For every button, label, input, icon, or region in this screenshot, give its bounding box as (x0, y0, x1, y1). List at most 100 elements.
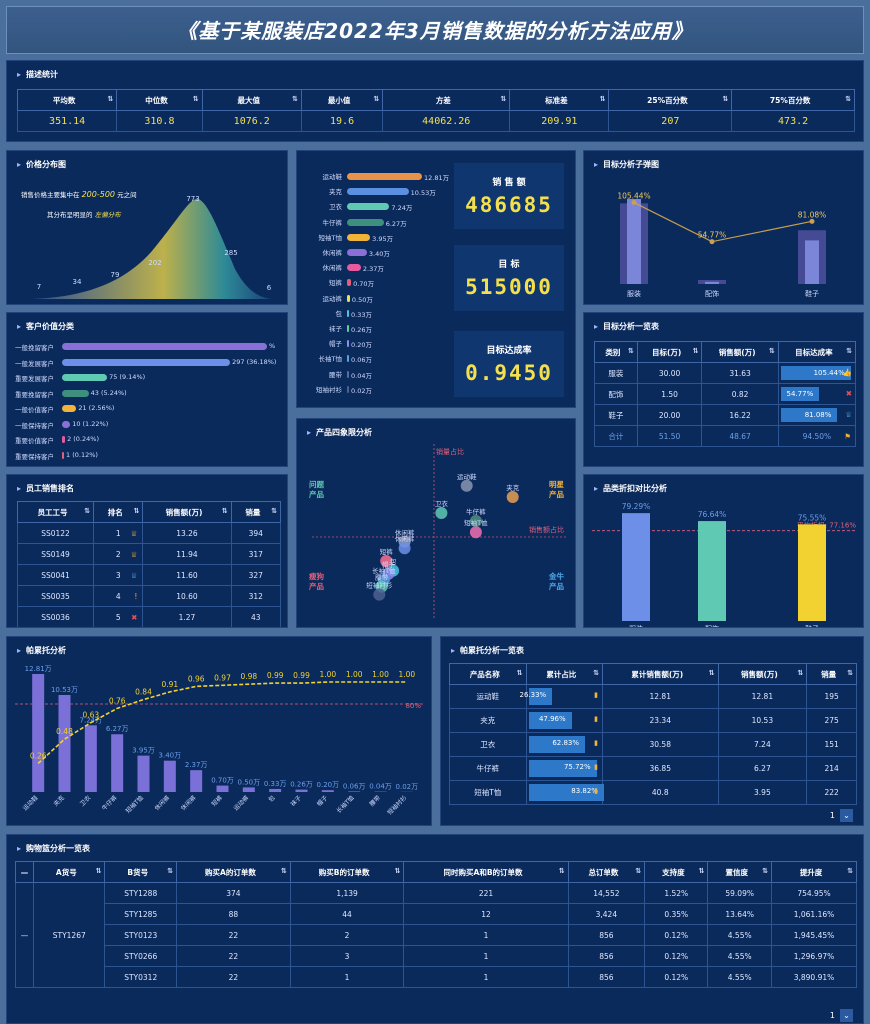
sort-icon[interactable]: ⇅ (846, 346, 852, 355)
sort-icon[interactable]: ⇅ (291, 94, 298, 103)
sort-icon[interactable]: ⇅ (593, 668, 599, 677)
basket-cell: 1,296.97% (771, 945, 857, 967)
category-bar[interactable] (347, 325, 349, 332)
collapse-toggle[interactable]: — (15, 882, 34, 988)
table-row[interactable]: 配饰 1.50 0.82 54.77% ✖ (594, 383, 857, 405)
bar-chart-icon: ▮ (594, 787, 598, 795)
sales-kpi-label: 销 售 额 (492, 178, 526, 188)
sort-icon[interactable]: ⇅ (845, 94, 851, 103)
qty-cell: 312 (230, 585, 282, 607)
next-page-button[interactable]: ⌄ (840, 809, 853, 822)
sort-icon[interactable]: ⇅ (516, 668, 523, 677)
quadrant-label: 产品 (309, 489, 324, 499)
sort-icon[interactable]: ⇅ (635, 866, 642, 875)
sort-icon[interactable]: ⇅ (373, 94, 380, 103)
sort-icon[interactable]: ⇅ (221, 506, 228, 515)
customer-bar[interactable] (62, 389, 89, 397)
customer-bar[interactable] (62, 451, 65, 459)
basket-cell: 3,424 (567, 903, 646, 925)
customer-bar[interactable] (62, 420, 71, 428)
cumulative-label: 1.00 (319, 670, 336, 679)
table-row[interactable]: 运动鞋 26.33% ▮ 12.81 12.81 195 (449, 684, 857, 709)
customer-bar[interactable] (62, 436, 66, 443)
bar-value-label: 10.53万 (51, 686, 78, 694)
table-row[interactable]: STY0312 22 1 1 856 0.12% 4.55% 3,890.91% (16, 966, 857, 988)
table-row[interactable]: SS0036 5 ✖ 1.27 43 (17, 606, 282, 627)
sort-icon[interactable]: ⇅ (84, 506, 90, 515)
sort-icon[interactable]: ⇅ (847, 668, 853, 677)
table-row[interactable]: SS0035 4! 10.60 312 (17, 585, 282, 607)
quadrant-label: 产品 (549, 489, 564, 499)
sort-icon[interactable]: ⇅ (394, 866, 401, 875)
table-row[interactable]: 卫衣 62.83% ▮ 30.58 7.24 151 (449, 732, 857, 757)
sort-icon[interactable]: ⇅ (558, 866, 565, 875)
header-label: B货号 (127, 867, 149, 877)
sort-icon[interactable]: ⇅ (797, 668, 804, 677)
product-point (506, 491, 519, 503)
category-bar[interactable] (347, 249, 367, 256)
category-bar[interactable] (347, 309, 349, 317)
table-row[interactable]: SS0041 3 ♕ 11.60 327 (17, 564, 282, 586)
category-bar[interactable] (347, 264, 361, 272)
category-bar[interactable] (347, 385, 349, 393)
category-bar[interactable] (347, 370, 349, 378)
table-row[interactable]: STY0266 22 3 1 856 0.12% 4.55% 1,296.97% (16, 945, 857, 967)
category-bar[interactable] (347, 218, 384, 226)
table-row[interactable]: STY1285 88 44 12 3,424 0.35% 13.64% 1,061.16% (16, 903, 857, 925)
category-bar[interactable] (347, 355, 349, 363)
sort-icon[interactable]: ⇅ (167, 866, 173, 875)
sort-icon[interactable]: ⇅ (768, 346, 775, 355)
category-bar[interactable] (347, 279, 352, 287)
category-label: 腰带 (329, 370, 342, 379)
customer-bar[interactable] (62, 343, 267, 350)
sort-icon[interactable]: ⇅ (692, 346, 699, 355)
customer-bar[interactable] (62, 358, 231, 366)
sort-icon[interactable]: ⇅ (698, 866, 705, 875)
customer-bar[interactable] (62, 374, 108, 381)
table-row[interactable]: SS0149 2 ♕ 11.94 317 (17, 543, 282, 565)
expand-header[interactable]: — (15, 861, 34, 883)
next-page-button[interactable]: ⌄ (840, 1009, 853, 1022)
product-point (469, 526, 482, 539)
product-label: 长袖T恤 (372, 566, 396, 575)
table-row[interactable]: 鞋子 20.00 16.22 81.08% ♕ (594, 404, 857, 426)
sort-icon[interactable]: ⇅ (762, 866, 768, 875)
sort-icon[interactable]: ⇅ (280, 866, 287, 875)
product-name: 短袖T恤 (449, 780, 527, 805)
category-bar[interactable] (347, 340, 349, 348)
sort-icon[interactable]: ⇅ (192, 94, 199, 103)
header-label: 产品名称 (469, 669, 500, 679)
table-row[interactable]: 短袖T恤 83.82% ▮ 40.8 3.95 222 (449, 780, 857, 805)
sort-icon[interactable]: ⇅ (708, 668, 715, 677)
sort-icon[interactable]: ⇅ (133, 506, 140, 515)
sort-icon[interactable]: ⇅ (95, 866, 102, 875)
sort-icon[interactable]: ⇅ (107, 94, 114, 103)
header-label: 购买B的订单数 (318, 867, 370, 877)
staff-id: SS0035 (17, 585, 94, 607)
category-bar[interactable] (347, 294, 350, 302)
a-item-cell: STY1267 (32, 882, 106, 988)
discount-bar (698, 521, 726, 621)
table-row[interactable]: 夹克 47.96% ▮ 23.34 10.53 275 (449, 708, 857, 733)
table-row[interactable]: 牛仔裤 75.72% ▮ 36.85 6.27 214 (449, 756, 857, 781)
table-row[interactable]: SS0122 1 ♕ 13.26 394 (17, 522, 282, 544)
staff-ranking-table: 员工工号 ⇅ 排名 ⇅ 销售额(万) ⇅ 销量 ⇅ SS0122 1 ♕ 13.26 394 SS0149… (17, 501, 282, 627)
sort-icon[interactable]: ⇅ (722, 94, 729, 103)
category-label: 短袖衬衫 (386, 794, 409, 817)
category-cell: 服装 (594, 362, 638, 384)
table-row[interactable]: STY0123 22 2 1 856 0.12% 4.55% 1,945.45% (16, 924, 857, 946)
rank-value: 2 (115, 549, 121, 559)
rate-kpi-value: 0.9450 (465, 361, 553, 385)
customer-bar[interactable] (62, 405, 77, 412)
table-row[interactable]: 服装 30.00 31.63 105.44% 👍 (594, 362, 857, 384)
category-bar[interactable] (347, 173, 422, 180)
sort-icon[interactable]: ⇅ (627, 346, 634, 355)
category-bar[interactable] (347, 188, 409, 196)
category-bar[interactable] (347, 233, 371, 241)
table-row[interactable]: — STY1267 STY1288 374 1,139 221 14,552 1.52% 59.… (15, 882, 857, 988)
sort-icon[interactable]: ⇅ (271, 506, 277, 515)
sort-icon[interactable]: ⇅ (500, 94, 507, 103)
sort-icon[interactable]: ⇅ (599, 94, 606, 103)
sort-icon[interactable]: ⇅ (847, 866, 853, 875)
category-bar[interactable] (347, 203, 390, 211)
